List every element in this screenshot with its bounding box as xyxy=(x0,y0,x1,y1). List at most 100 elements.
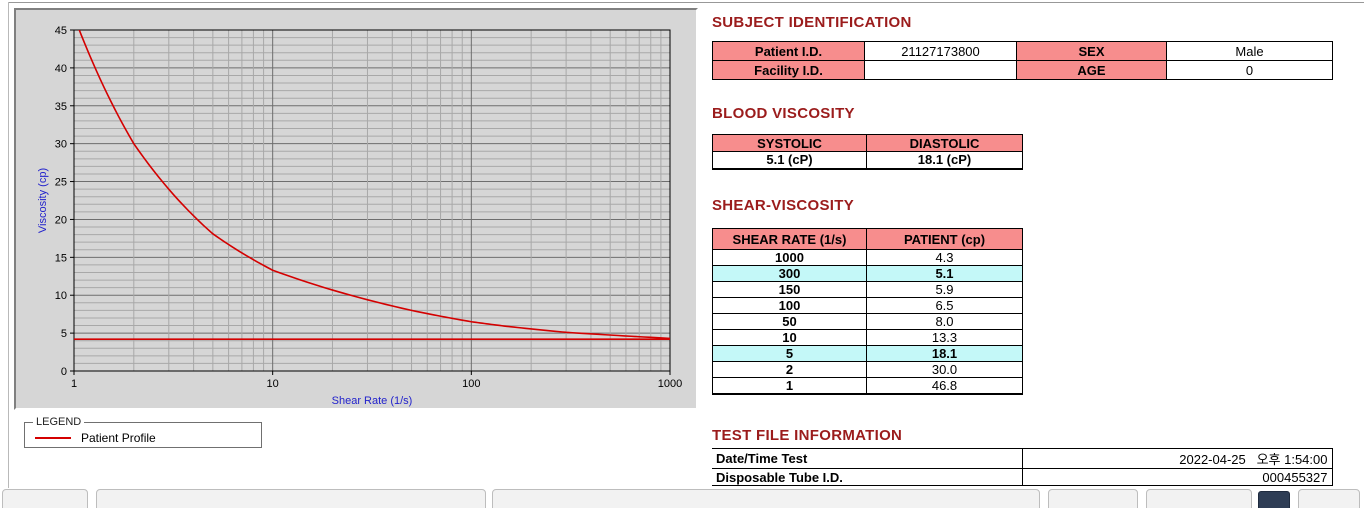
patient-cp-cell: 5.9 xyxy=(866,281,1023,298)
shear-table-row: 1 46.8 xyxy=(712,377,1023,395)
legend-series-label: Patient Profile xyxy=(81,431,156,445)
shear-table-row: 5 18.1 xyxy=(712,345,1023,362)
shear-rate-cell: 10 xyxy=(712,329,867,346)
window-edge-left xyxy=(8,2,9,488)
patient-cp-cell: 18.1 xyxy=(866,345,1023,362)
x-axis-title: Shear Rate (1/s) xyxy=(332,395,413,407)
patient-profile-series xyxy=(74,30,670,340)
bottom-dark-button[interactable] xyxy=(1258,491,1290,508)
subject-identification-heading: SUBJECT IDENTIFICATION xyxy=(712,14,912,31)
date-time-test-value: 2022-04-25 오후 1:54:00 xyxy=(1021,448,1333,469)
bottom-panel-6 xyxy=(1298,489,1360,508)
svg-text:40: 40 xyxy=(55,63,67,75)
shear-rate-cell: 5 xyxy=(712,345,867,362)
window-edge-top xyxy=(8,2,1364,3)
shear-rate-cell: 100 xyxy=(712,297,867,314)
disposable-tube-id-value: 000455327 xyxy=(1021,468,1333,486)
bottom-panel-4 xyxy=(1048,489,1138,508)
systolic-header: SYSTOLIC xyxy=(712,134,867,152)
diastolic-header: DIASTOLIC xyxy=(866,134,1023,152)
shear-table-row: 300 5.1 xyxy=(712,265,1023,282)
y-axis-title: Viscosity (cp) xyxy=(37,168,49,233)
patient-cp-header: PATIENT (cp) xyxy=(866,228,1023,250)
patient-id-label: Patient I.D. xyxy=(712,41,865,61)
svg-text:20: 20 xyxy=(55,214,67,226)
h-gridlines xyxy=(74,29,670,372)
test-file-information-table: Date/Time Test 2022-04-25 오후 1:54:00 Dis… xyxy=(712,448,1333,486)
svg-text:5: 5 xyxy=(61,328,67,340)
facility-id-value xyxy=(864,60,1017,80)
shear-table-row: 1000 4.3 xyxy=(712,249,1023,266)
patient-cp-cell: 4.3 xyxy=(866,249,1023,266)
patient-cp-cell: 46.8 xyxy=(866,377,1023,395)
shear-table-row: 150 5.9 xyxy=(712,281,1023,298)
results-panel: SUBJECT IDENTIFICATION Patient I.D. 2112… xyxy=(712,0,1334,490)
svg-text:100: 100 xyxy=(462,378,480,390)
shear-rate-header: SHEAR RATE (1/s) xyxy=(712,228,867,250)
shear-header-row: SHEAR RATE (1/s) PATIENT (cp) xyxy=(712,228,1023,250)
blood-header-row: SYSTOLIC DIASTOLIC xyxy=(712,134,1023,152)
bottom-panel-2 xyxy=(96,489,486,508)
test-file-row-1: Date/Time Test 2022-04-25 오후 1:54:00 xyxy=(712,448,1333,469)
svg-text:1: 1 xyxy=(71,378,77,390)
blood-viscosity-table: SYSTOLIC DIASTOLIC 5.1 (cP) 18.1 (cP) xyxy=(712,134,1023,170)
shear-rate-cell: 150 xyxy=(712,281,867,298)
bottom-panel-1 xyxy=(2,489,88,508)
y-axis-ticks: 0 5 10 15 20 25 30 35 40 45 xyxy=(55,25,74,378)
svg-text:30: 30 xyxy=(55,139,67,151)
patient-cp-cell: 6.5 xyxy=(866,297,1023,314)
facility-id-label: Facility I.D. xyxy=(712,60,865,80)
svg-text:10: 10 xyxy=(55,290,67,302)
shear-table-body: 1000 4.3 300 5.1 150 5.9 100 6.5 50 8.0 10 13.3 5 18.… xyxy=(712,249,1023,395)
subject-row-2: Facility I.D. AGE 0 xyxy=(712,60,1333,80)
svg-text:35: 35 xyxy=(55,101,67,113)
legend-title: LEGEND xyxy=(36,416,82,428)
shear-table-row: 10 13.3 xyxy=(712,329,1023,346)
v-gridlines xyxy=(73,30,671,371)
shear-rate-cell: 50 xyxy=(712,313,867,330)
legend-entry: Patient Profile xyxy=(31,430,255,446)
svg-text:1000: 1000 xyxy=(658,378,682,390)
patient-cp-cell: 13.3 xyxy=(866,329,1023,346)
shear-rate-cell: 1000 xyxy=(712,249,867,266)
viscosity-chart: 0 5 10 15 20 25 30 35 40 45 1 10 100 1000 Viscosity (c… xyxy=(37,25,682,407)
svg-text:25: 25 xyxy=(55,177,67,189)
shear-rate-cell: 300 xyxy=(712,265,867,282)
diastolic-value: 18.1 (cP) xyxy=(866,151,1023,169)
svg-text:45: 45 xyxy=(55,25,67,37)
legend-box: LEGEND Patient Profile xyxy=(24,416,262,448)
viscosity-chart-panel: 0 5 10 15 20 25 30 35 40 45 1 10 100 1000 Viscosity (c… xyxy=(14,8,698,410)
test-file-row-2: Disposable Tube I.D. 000455327 xyxy=(712,468,1333,486)
blood-value-row: 5.1 (cP) 18.1 (cP) xyxy=(712,151,1023,169)
bottom-panel-5 xyxy=(1146,489,1252,508)
age-value: 0 xyxy=(1166,60,1333,80)
svg-text:10: 10 xyxy=(267,378,279,390)
subject-identification-table: Patient I.D. 21127173800 SEX Male Facili… xyxy=(712,41,1333,80)
patient-cp-cell: 30.0 xyxy=(866,361,1023,378)
shear-viscosity-table: SHEAR RATE (1/s) PATIENT (cp) 1000 4.3 300… xyxy=(712,228,1023,395)
shear-table-row: 100 6.5 xyxy=(712,297,1023,314)
age-label: AGE xyxy=(1016,60,1167,80)
shear-table-row: 50 8.0 xyxy=(712,313,1023,330)
patient-cp-cell: 8.0 xyxy=(866,313,1023,330)
patient-profile-line-sample xyxy=(35,437,71,439)
patient-id-value: 21127173800 xyxy=(864,41,1017,61)
shear-table-row: 2 30.0 xyxy=(712,361,1023,378)
systolic-value: 5.1 (cP) xyxy=(712,151,867,169)
shear-rate-cell: 1 xyxy=(712,377,867,395)
subject-row-1: Patient I.D. 21127173800 SEX Male xyxy=(712,41,1333,61)
sex-value: Male xyxy=(1166,41,1333,61)
blood-viscosity-heading: BLOOD VISCOSITY xyxy=(712,105,855,122)
svg-text:0: 0 xyxy=(61,366,67,378)
sex-label: SEX xyxy=(1016,41,1167,61)
shear-viscosity-heading: SHEAR-VISCOSITY xyxy=(712,197,855,214)
x-axis-ticks: 1 10 100 1000 xyxy=(71,371,682,390)
svg-text:15: 15 xyxy=(55,252,67,264)
test-file-information-heading: TEST FILE INFORMATION xyxy=(712,427,903,444)
disposable-tube-id-label: Disposable Tube I.D. xyxy=(712,468,1022,486)
patient-cp-cell: 5.1 xyxy=(866,265,1023,282)
bottom-panel-3 xyxy=(492,489,1040,508)
shear-rate-cell: 2 xyxy=(712,361,867,378)
date-time-test-label: Date/Time Test xyxy=(712,448,1022,469)
